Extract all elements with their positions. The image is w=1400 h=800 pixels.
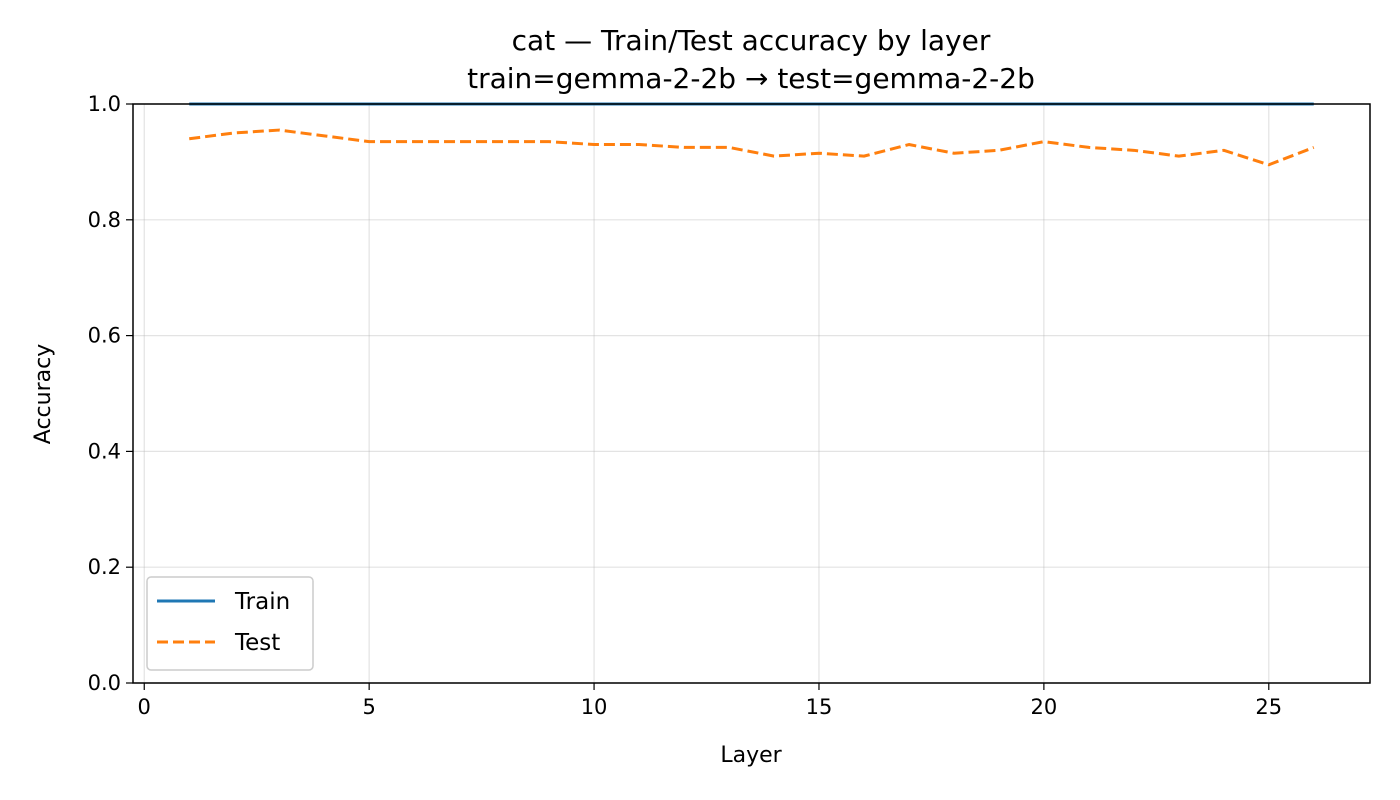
x-tick-label: 10	[581, 695, 608, 719]
legend-label-test: Test	[234, 630, 280, 656]
y-tick-label: 0.2	[88, 555, 121, 579]
legend-label-train: Train	[234, 589, 290, 615]
x-tick-label: 5	[362, 695, 375, 719]
y-tick-label: 0.4	[88, 439, 121, 463]
legend: Train Test	[146, 576, 314, 671]
x-tick-label: 15	[806, 695, 833, 719]
chart-subtitle: train=gemma-2-2b → test=gemma-2-2b	[467, 62, 1035, 95]
series-line-test	[189, 128, 1315, 167]
x-axis-label: Layer	[720, 743, 782, 768]
y-tick-label: 0.6	[88, 324, 121, 348]
chart-title: cat — Train/Test accuracy by layer	[512, 24, 991, 57]
y-tick-label: 0.0	[88, 671, 121, 695]
y-tick-label: 1.0	[88, 92, 121, 116]
x-axis: 0 5 10 15 20 25	[138, 683, 1282, 719]
y-axis-label: Accuracy	[31, 344, 56, 444]
x-tick-label: 0	[138, 695, 151, 719]
x-tick-label: 20	[1031, 695, 1058, 719]
y-axis: 0.0 0.2 0.4 0.6 0.8 1.0	[88, 92, 133, 695]
y-tick-label: 0.8	[88, 208, 121, 232]
plot-area-frame	[132, 103, 1371, 684]
x-tick-label: 25	[1255, 695, 1282, 719]
